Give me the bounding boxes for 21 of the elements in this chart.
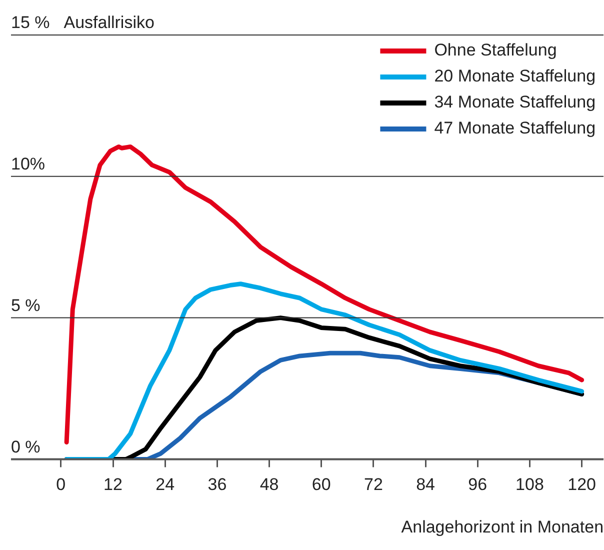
x-tick-label: 12: [104, 475, 122, 494]
x-tick-label: 36: [208, 475, 227, 494]
legend-label: 20 Monate Staffelung: [434, 66, 596, 86]
x-tick-label: 96: [468, 475, 488, 494]
x-tick-label: 84: [416, 475, 436, 494]
x-tick-label: 72: [364, 475, 383, 494]
legend-label: 34 Monate Staffelung: [434, 92, 596, 112]
x-tick-label: 24: [156, 475, 175, 494]
y-tick-label: 5 %: [11, 296, 40, 315]
x-tick-label: 48: [260, 475, 279, 494]
legend-label: Ohne Staffelung: [434, 40, 557, 60]
y-tick-label: 15 %: [11, 13, 50, 32]
y-axis-title: Ausfallrisiko: [64, 13, 154, 32]
x-tick-label: 120: [568, 475, 596, 494]
x-tick-label: 60: [312, 475, 331, 494]
x-tick-label: 108: [516, 475, 544, 494]
y-tick-label: 10%: [11, 154, 46, 174]
x-axis-title: Anlagehorizont in Monaten: [401, 517, 604, 536]
y-tick-label: 0 %: [11, 437, 40, 456]
legend-label: 47 Monate Staffelung: [434, 118, 596, 138]
x-tick-label: 0: [56, 475, 66, 494]
